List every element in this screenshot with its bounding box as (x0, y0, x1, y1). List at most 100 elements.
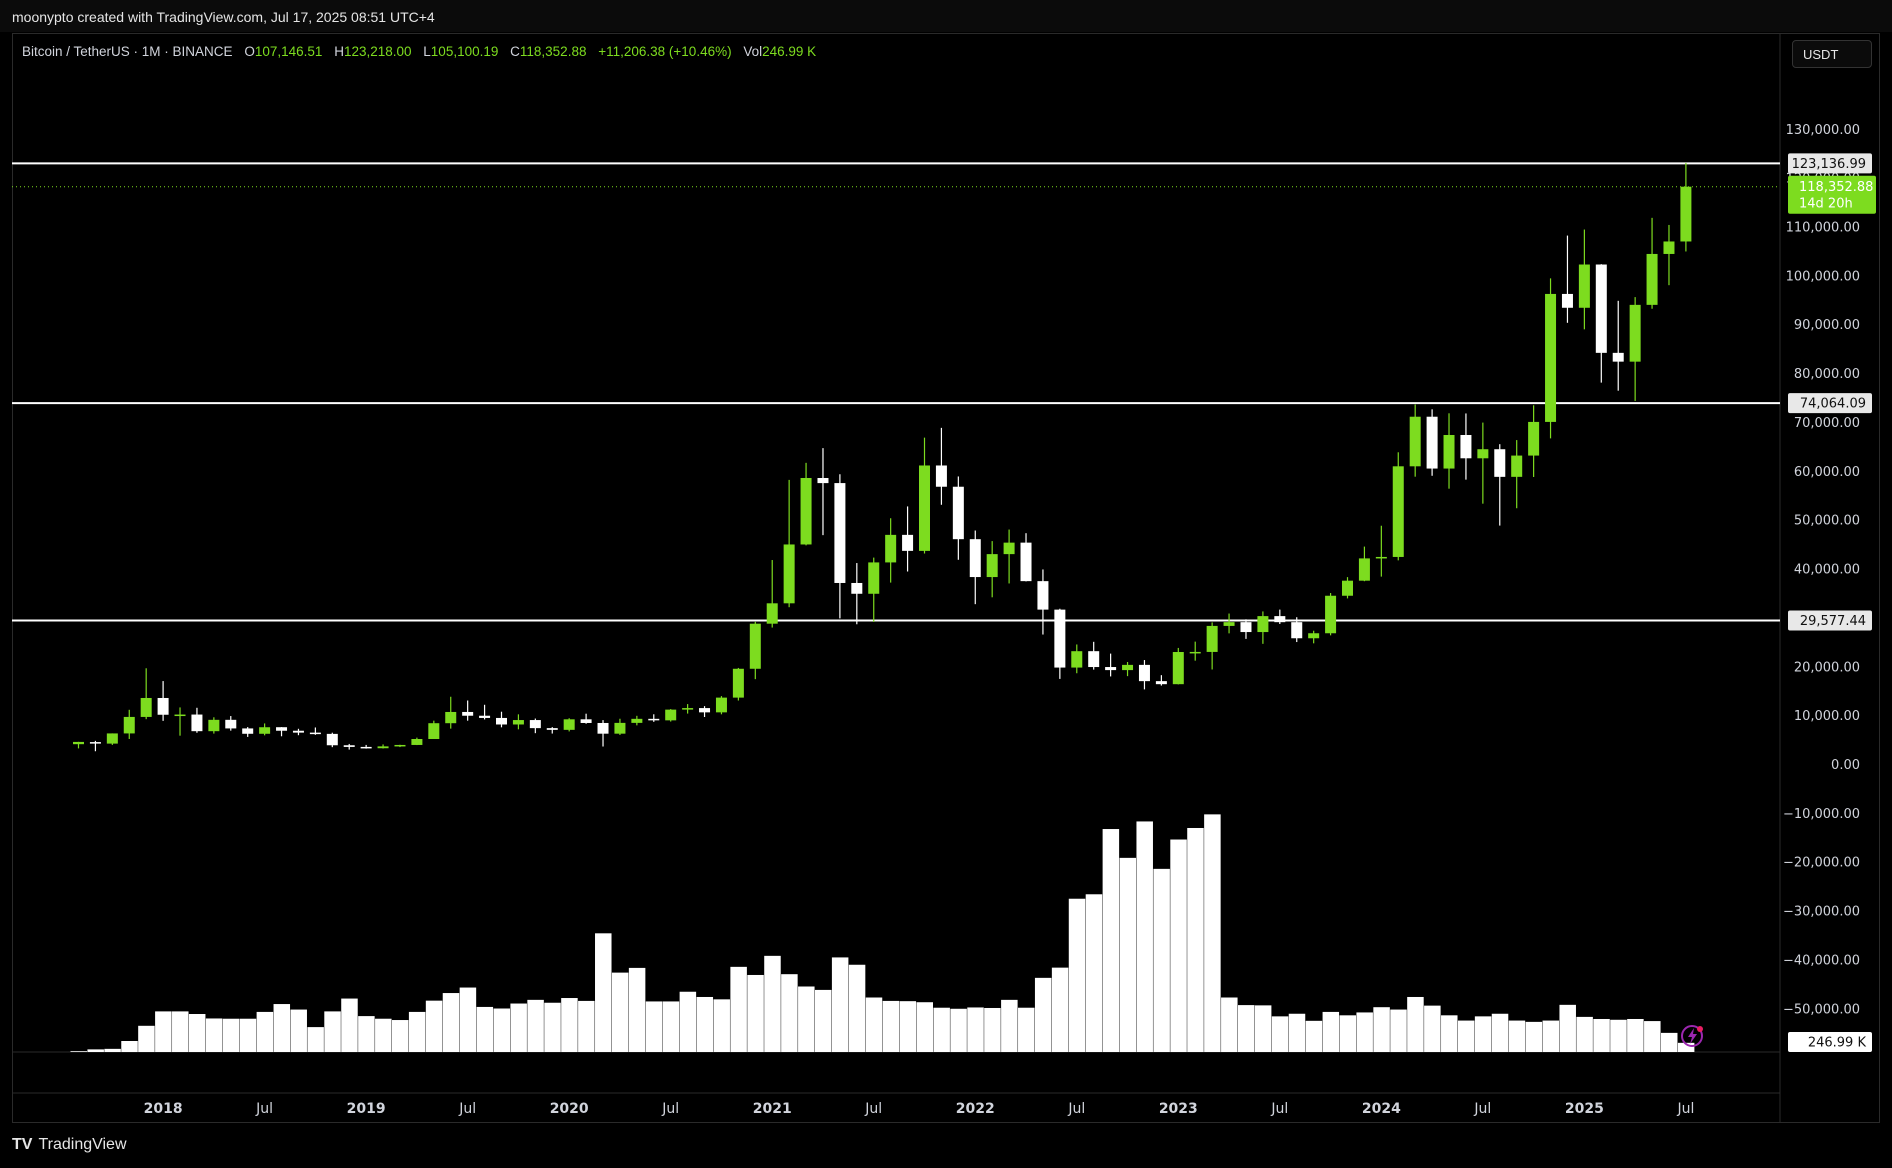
candle-body (292, 730, 304, 733)
candle (766, 560, 778, 628)
candle (1392, 452, 1404, 561)
volume-bar (87, 1049, 104, 1052)
candle-body (89, 742, 101, 744)
candle (1122, 661, 1134, 677)
candle (699, 706, 711, 717)
volume-bar (1508, 1020, 1526, 1052)
price-tick-label: 10,000.00 (1794, 709, 1860, 724)
candle-body (1409, 416, 1421, 467)
candle (834, 474, 846, 619)
candle-body (276, 727, 288, 731)
candle-body (1037, 581, 1049, 610)
candle-body (1511, 455, 1523, 477)
volume-bar (121, 1040, 138, 1052)
volume-bar (155, 1011, 172, 1052)
candle (715, 696, 727, 715)
candle-body (563, 719, 575, 730)
time-tick-label: 2021 (753, 1101, 792, 1117)
candle-body (902, 534, 914, 551)
candle (851, 563, 863, 625)
candle-body (851, 582, 863, 594)
candle (1545, 278, 1557, 439)
price-tick-label: −20,000.00 (1783, 856, 1860, 871)
time-tick-label: Jul (864, 1101, 882, 1117)
candle (292, 728, 304, 736)
candle (1595, 264, 1607, 383)
candle (1663, 224, 1675, 286)
currency-button[interactable]: USDT (1792, 40, 1872, 68)
volume-bar (1305, 1020, 1323, 1052)
candle (1274, 609, 1286, 624)
time-tick-label: Jul (661, 1101, 679, 1117)
volume-bar (1542, 1020, 1560, 1052)
volume-bar (1136, 821, 1153, 1052)
volume-bar (222, 1018, 240, 1052)
candle (1680, 162, 1692, 252)
candle (276, 727, 288, 737)
lightning-icon-dot (1697, 1026, 1703, 1032)
volume-bar (848, 964, 866, 1052)
price-tick-label: 20,000.00 (1794, 660, 1860, 675)
volume-bar (1407, 996, 1424, 1052)
candle-body (665, 709, 677, 721)
candle-body (868, 562, 880, 594)
candle (360, 744, 372, 749)
candle-body (614, 722, 626, 734)
candle (631, 715, 643, 726)
candle-body (986, 554, 998, 578)
price-tick-label: 110,000.00 (1786, 221, 1860, 236)
candle (343, 743, 355, 750)
candle (665, 709, 677, 722)
candle-body (1105, 667, 1117, 671)
volume-value: 246.99 K (762, 44, 817, 59)
candle (496, 711, 507, 728)
candle-body (496, 717, 507, 725)
volume-bar (510, 1003, 527, 1052)
volume-bar (1356, 1012, 1373, 1052)
volume-bar (138, 1025, 155, 1052)
volume-bar (679, 991, 697, 1052)
volume-bar (391, 1020, 409, 1052)
candle-body (1291, 622, 1303, 639)
time-tick-label: Jul (458, 1101, 476, 1117)
candle (902, 506, 914, 572)
candle (1477, 422, 1489, 504)
price-axis[interactable]: 130,000.00120,000.00110,000.00100,000.00… (1783, 123, 1860, 1018)
candle-body (1528, 421, 1540, 456)
volume-bar (256, 1011, 274, 1052)
candle-body (208, 719, 220, 732)
chart-pane[interactable] (12, 33, 1880, 1123)
candle-body (1358, 558, 1370, 581)
symbol-legend: Bitcoin / TetherUS · 1M · BINANCE O107,1… (22, 44, 816, 59)
volume-bar (662, 1001, 680, 1052)
volume-bar (1491, 1013, 1509, 1052)
volume-bar (1660, 1032, 1678, 1052)
candle-body (969, 539, 981, 578)
volume-bar (984, 1007, 1001, 1052)
time-axis[interactable]: 2018 Jul 2019 Jul 2020 Jul 2021 Jul 2022 Jul 2023 J… (144, 1101, 1695, 1117)
candle (191, 707, 203, 733)
volume-bar (1051, 967, 1069, 1052)
candle-body (1561, 293, 1573, 308)
candle (242, 727, 254, 737)
candle (682, 704, 694, 714)
volume-bar (239, 1018, 257, 1052)
candle-body (817, 477, 829, 484)
volume-bar (747, 974, 764, 1052)
candle (952, 476, 964, 560)
candle-body (1545, 293, 1557, 422)
footer-brand[interactable]: TV TradingView (12, 1136, 127, 1154)
candle-body (326, 733, 338, 746)
candle-body (935, 465, 947, 487)
candle-body (73, 741, 84, 745)
volume-bar (375, 1018, 392, 1052)
candle-body (1088, 651, 1100, 668)
volume-bar (1102, 829, 1120, 1052)
candle (208, 717, 220, 734)
candle (580, 713, 592, 724)
candle-body (123, 716, 135, 734)
time-tick-label: 2018 (144, 1101, 183, 1117)
volume-bar (324, 1011, 341, 1052)
volume-bar (831, 957, 849, 1052)
